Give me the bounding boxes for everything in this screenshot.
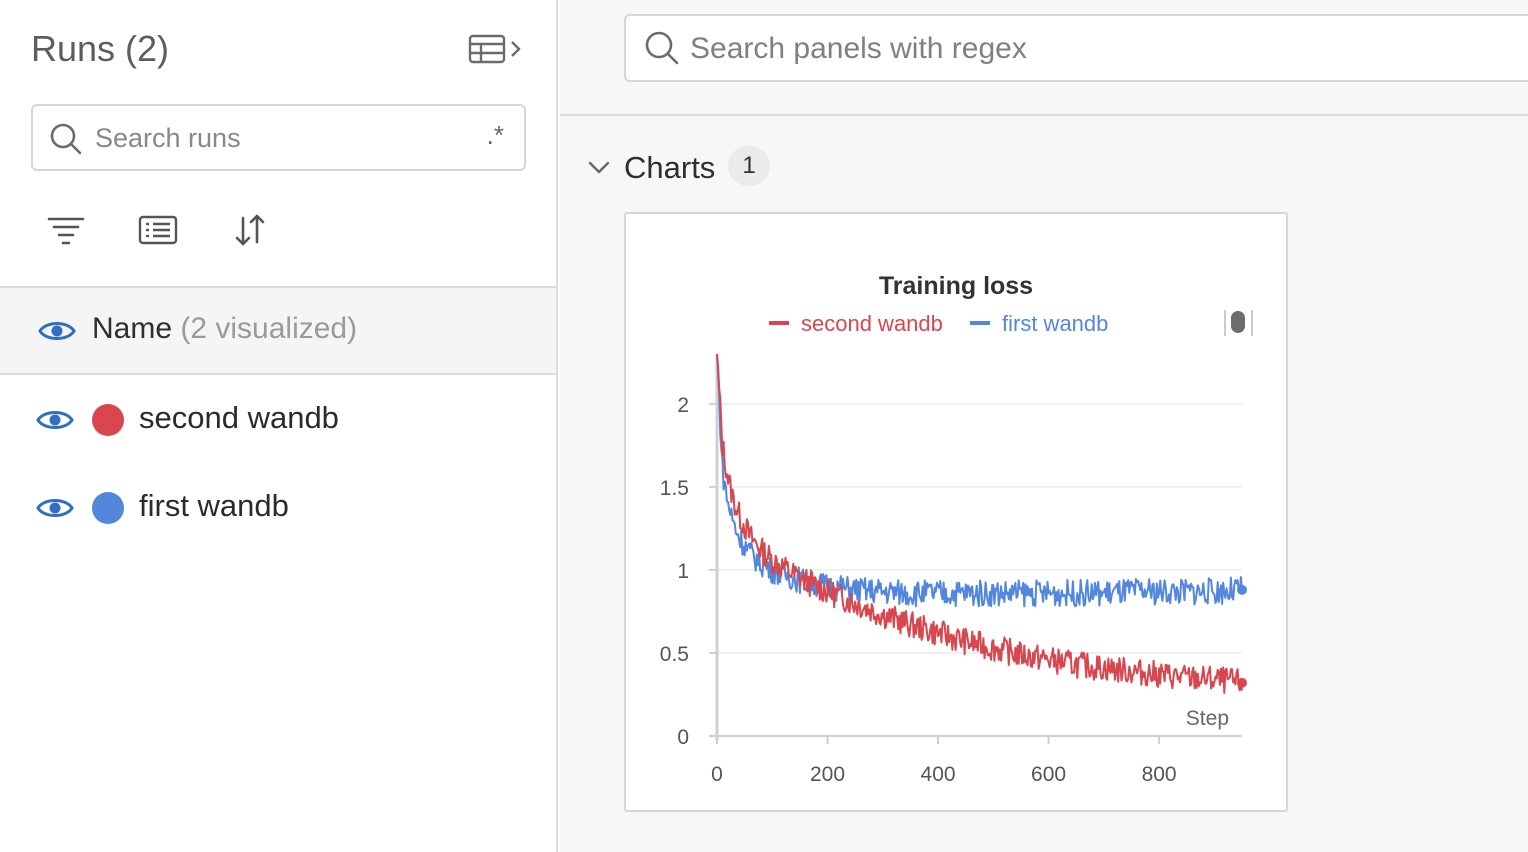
group-icon (138, 215, 178, 245)
chart-title: Training loss (879, 272, 1033, 300)
eye-icon[interactable] (38, 318, 76, 344)
y-tick-label: 1.5 (660, 477, 689, 500)
eye-icon[interactable] (36, 495, 74, 521)
x-axis-label: Step (1186, 707, 1229, 730)
table-icon (468, 34, 521, 64)
y-tick-label: 2 (677, 394, 689, 417)
x-tick-label: 600 (1031, 763, 1066, 786)
legend-scroll-handle[interactable] (1224, 310, 1253, 336)
runs-table-header: Name (2 visualized) (0, 286, 556, 375)
series-endpoint (1237, 584, 1247, 595)
x-tick-label: 0 (711, 763, 723, 786)
filter-icon (47, 217, 85, 245)
search-icon (645, 31, 679, 65)
eye-icon[interactable] (36, 407, 74, 433)
run-color-swatch[interactable] (92, 404, 124, 436)
name-column-header[interactable]: Name (2 visualized) (92, 312, 357, 346)
runs-title: Runs (2) (31, 28, 170, 69)
regex-toggle-button[interactable]: .* (486, 120, 504, 150)
y-tick-label: 0 (677, 726, 689, 749)
run-row[interactable]: first wandb (0, 474, 556, 544)
legend-label[interactable]: first wandb (1002, 311, 1108, 336)
workspace: Charts 1 0 0.5 1 1.5 2 0 200 400 600 800 Training… (560, 0, 1528, 852)
sort-button[interactable] (229, 208, 273, 252)
chart-panel[interactable]: 0 0.5 1 1.5 2 0 200 400 600 800 Training loss sec… (624, 212, 1288, 812)
runs-panel: Runs (2) .* (0, 0, 558, 852)
series-line[interactable] (716, 353, 1243, 694)
filter-button[interactable] (44, 208, 88, 252)
scroll-thumb-icon (1231, 311, 1245, 333)
workspace-toolbar (560, 0, 1528, 116)
name-header-label: Name (92, 312, 173, 345)
chevron-down-icon (588, 161, 610, 174)
section-count-badge: 1 (728, 146, 770, 186)
group-button[interactable] (136, 208, 180, 252)
search-runs-input[interactable] (95, 118, 455, 158)
search-icon (50, 123, 82, 155)
x-tick-label: 200 (810, 763, 845, 786)
search-runs-field[interactable]: .* (31, 104, 526, 171)
sort-icon (235, 214, 265, 246)
series-endpoint (1237, 677, 1247, 688)
search-panels-field[interactable] (624, 14, 1528, 82)
run-row[interactable]: second wandb (0, 386, 556, 456)
x-tick-label: 800 (1142, 763, 1177, 786)
y-tick-label: 0.5 (660, 643, 689, 666)
legend: second wandb first wandb (769, 311, 1108, 336)
line-chart: 0 0.5 1 1.5 2 0 200 400 600 800 Training loss sec… (660, 272, 1253, 786)
run-name[interactable]: first wandb (139, 488, 289, 523)
expand-table-button[interactable] (468, 32, 528, 66)
run-color-swatch[interactable] (92, 492, 124, 524)
run-name[interactable]: second wandb (139, 400, 339, 435)
y-tick-label: 1 (677, 560, 689, 583)
visualized-count: (2 visualized) (180, 312, 358, 345)
legend-label[interactable]: second wandb (801, 311, 943, 336)
x-tick-label: 400 (921, 763, 956, 786)
search-panels-input[interactable] (690, 28, 1490, 70)
section-title: Charts (624, 150, 716, 185)
